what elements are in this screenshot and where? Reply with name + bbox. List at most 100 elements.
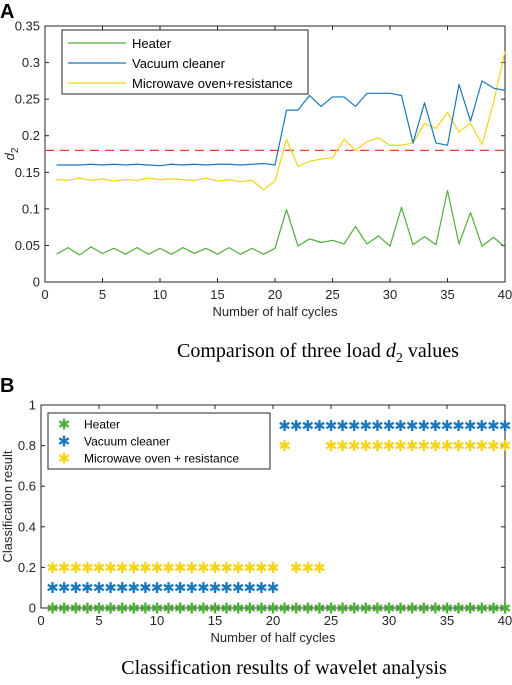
data-point-vacuum-cleaner: ✱: [244, 579, 257, 597]
data-point-heater: ✱: [290, 600, 303, 618]
data-point-microwave-oven-resistance: ✱: [499, 437, 512, 455]
y-tick-label: 0.2: [22, 128, 40, 143]
legend-label: Vacuum cleaner: [132, 56, 226, 71]
data-point-heater: ✱: [174, 600, 187, 618]
data-point-vacuum-cleaner: ✱: [499, 417, 512, 435]
x-tick-label: 35: [440, 287, 454, 302]
data-point-microwave-oven-resistance: ✱: [186, 559, 199, 577]
x-tick-label: 25: [324, 613, 338, 628]
data-point-vacuum-cleaner: ✱: [162, 579, 175, 597]
legend-label: Vacuum cleaner: [84, 435, 170, 449]
legend-b: ✱ Heater ✱ Vacuum cleaner ✱ Microwave oven + …: [47, 412, 271, 470]
data-point-vacuum-cleaner: ✱: [174, 579, 187, 597]
data-point-vacuum-cleaner: ✱: [93, 579, 106, 597]
data-point-microwave-oven-resistance: ✱: [394, 437, 407, 455]
y-tick-label: 0: [33, 275, 40, 290]
data-point-microwave-oven-resistance: ✱: [441, 437, 454, 455]
x-tick-label: 15: [210, 287, 224, 302]
data-point-heater: ✱: [70, 600, 83, 618]
data-point-heater: ✱: [209, 600, 222, 618]
data-point-microwave-oven-resistance: ✱: [348, 437, 361, 455]
y-tick-label: 0.25: [15, 92, 40, 107]
data-point-vacuum-cleaner: ✱: [418, 417, 431, 435]
y-tick-label: 0.4: [18, 519, 36, 534]
data-point-vacuum-cleaner: ✱: [197, 579, 210, 597]
x-tick-label: 10: [150, 613, 164, 628]
data-point-vacuum-cleaner: ✱: [151, 579, 164, 597]
series-line-vacuum-cleaner: [56, 80, 506, 167]
data-point-heater: ✱: [394, 600, 407, 618]
y-axis-label: Classification result: [0, 450, 15, 562]
data-point-vacuum-cleaner: ✱: [487, 417, 500, 435]
data-point-microwave-oven-resistance: ✱: [325, 437, 338, 455]
panel-a-letter: A: [0, 1, 14, 23]
data-point-vacuum-cleaner: ✱: [325, 417, 338, 435]
y-tick-label: 0.35: [15, 19, 40, 34]
panel-b-caption: Classification results of wavelet analys…: [121, 657, 447, 679]
data-point-vacuum-cleaner: ✱: [302, 417, 315, 435]
data-point-vacuum-cleaner: ✱: [128, 579, 141, 597]
data-point-heater: ✱: [151, 600, 164, 618]
data-point-heater: ✱: [452, 600, 465, 618]
data-point-vacuum-cleaner: ✱: [139, 579, 152, 597]
y-tick-label: 0.8: [18, 438, 36, 453]
data-point-microwave-oven-resistance: ✱: [209, 559, 222, 577]
data-point-heater: ✱: [476, 600, 489, 618]
data-point-heater: ✱: [255, 600, 268, 618]
x-tick-label: 20: [266, 613, 280, 628]
data-point-microwave-oven-resistance: ✱: [93, 559, 106, 577]
y-tick-label: 0.15: [15, 165, 40, 180]
legend-label: Heater: [132, 36, 172, 51]
data-point-vacuum-cleaner: ✱: [255, 579, 268, 597]
data-point-heater: ✱: [371, 600, 384, 618]
data-point-vacuum-cleaner: ✱: [348, 417, 361, 435]
x-tick-label: 20: [268, 287, 282, 302]
y-tick-label: 0.1: [22, 201, 40, 216]
data-point-vacuum-cleaner: ✱: [267, 579, 280, 597]
data-point-microwave-oven-resistance: ✱: [278, 437, 291, 455]
data-point-microwave-oven-resistance: ✱: [116, 559, 129, 577]
data-point-microwave-oven-resistance: ✱: [290, 559, 303, 577]
data-point-vacuum-cleaner: ✱: [313, 417, 326, 435]
x-tick-label: 30: [383, 287, 397, 302]
data-point-vacuum-cleaner: ✱: [406, 417, 419, 435]
data-point-vacuum-cleaner: ✱: [70, 579, 83, 597]
data-point-microwave-oven-resistance: ✱: [452, 437, 465, 455]
data-point-heater: ✱: [406, 600, 419, 618]
data-point-heater: ✱: [58, 600, 71, 618]
data-point-vacuum-cleaner: ✱: [429, 417, 442, 435]
y-tick-label: 0.2: [18, 560, 36, 575]
data-point-heater: ✱: [348, 600, 361, 618]
legend-label: Microwave oven+resistance: [132, 76, 293, 91]
x-tick-label: 35: [440, 613, 454, 628]
data-point-microwave-oven-resistance: ✱: [139, 559, 152, 577]
data-point-heater: ✱: [116, 600, 129, 618]
x-tick-label: 40: [498, 287, 512, 302]
y-axis-label: d2: [2, 147, 21, 160]
chart-b: 0 5 10 15 20 25 30 35 40 0 0.2 0.4 0.6 0.8 1 Number of …: [0, 398, 512, 646]
data-point-microwave-oven-resistance: ✱: [406, 437, 419, 455]
data-point-microwave-oven-resistance: ✱: [128, 559, 141, 577]
x-tick-label: 0: [37, 613, 44, 628]
data-point-vacuum-cleaner: ✱: [336, 417, 349, 435]
data-point-microwave-oven-resistance: ✱: [371, 437, 384, 455]
legend-marker: ✱: [58, 450, 71, 468]
data-point-microwave-oven-resistance: ✱: [487, 437, 500, 455]
x-axis-label: Number of half cycles: [213, 304, 338, 319]
y-tick-label: 0: [29, 601, 36, 616]
data-point-microwave-oven-resistance: ✱: [267, 559, 280, 577]
data-point-vacuum-cleaner: ✱: [220, 579, 233, 597]
legend-marker: ✱: [58, 433, 71, 451]
data-point-microwave-oven-resistance: ✱: [336, 437, 349, 455]
data-point-microwave-oven-resistance: ✱: [418, 437, 431, 455]
data-point-heater: ✱: [46, 600, 59, 618]
data-point-microwave-oven-resistance: ✱: [46, 559, 59, 577]
data-point-heater: ✱: [162, 600, 175, 618]
data-point-microwave-oven-resistance: ✱: [360, 437, 373, 455]
data-point-heater: ✱: [197, 600, 210, 618]
data-point-vacuum-cleaner: ✱: [360, 417, 373, 435]
data-point-microwave-oven-resistance: ✱: [302, 559, 315, 577]
data-point-microwave-oven-resistance: ✱: [429, 437, 442, 455]
data-point-vacuum-cleaner: ✱: [476, 417, 489, 435]
data-point-vacuum-cleaner: ✱: [116, 579, 129, 597]
